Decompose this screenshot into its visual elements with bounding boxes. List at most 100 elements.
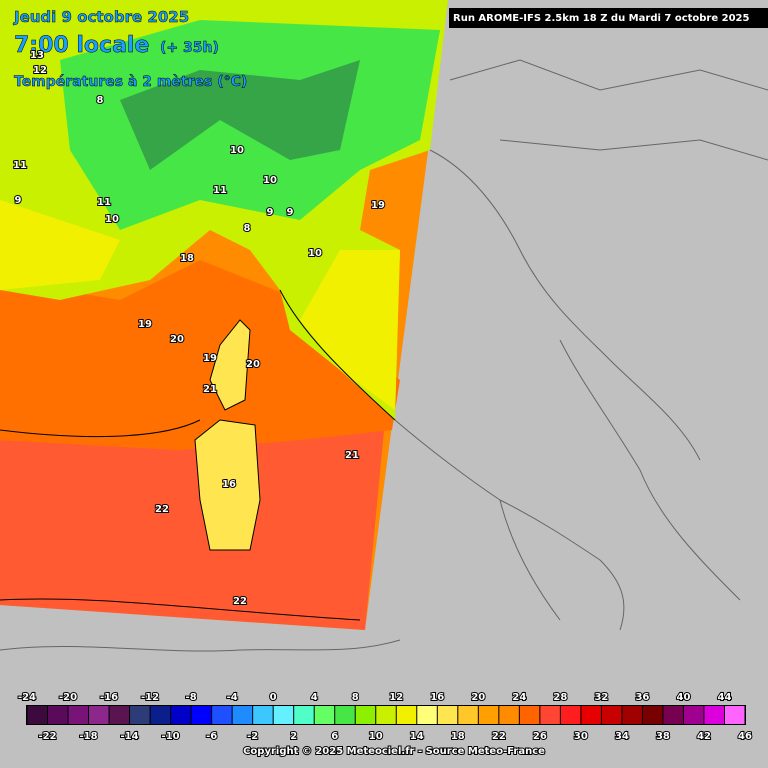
parameter: Températures à 2 mètres (°C) — [14, 74, 247, 90]
temperature-label: 22 — [233, 596, 247, 607]
legend-label: 26 — [533, 731, 547, 742]
temperature-label: 9 — [15, 195, 22, 206]
legend-swatch — [294, 706, 314, 724]
legend-swatch — [232, 706, 253, 724]
map-labels: 11 13 12 11 10 9 9 10 11 8 9 10 8 10 18 19 19 20 19 20 21 21 2… — [12, 49, 386, 608]
legend-label: 0 — [270, 692, 277, 703]
temperature-label: 20 — [246, 359, 260, 370]
lead: (+ 35h) — [160, 40, 219, 56]
legend-label: 40 — [676, 692, 690, 703]
temperature-label: 19 — [371, 200, 385, 211]
legend-label: 10 — [369, 731, 383, 742]
legend-label: -4 — [227, 692, 238, 703]
legend-swatch — [458, 706, 478, 724]
date: Jeudi 9 octobre 2025 — [13, 8, 189, 26]
legend-swatch — [273, 706, 294, 724]
temperature-label: 11 — [97, 197, 111, 208]
temperature-label: 19 — [138, 319, 152, 330]
legend-swatch — [663, 706, 683, 724]
legend-label: -2 — [247, 731, 258, 742]
legend-swatch — [642, 706, 663, 724]
run-banner — [449, 8, 768, 28]
base-map — [0, 59, 768, 652]
temperature-label: 8 — [244, 223, 251, 234]
temperature-label: 21 — [203, 384, 217, 395]
temperature-label: 10 — [263, 175, 277, 186]
legend: -24-22-20-18-16-14-12-10-8-6-4-202468101… — [17, 691, 753, 743]
legend-label: 32 — [594, 692, 608, 703]
corsica — [209, 319, 251, 411]
legend-swatch — [519, 706, 540, 724]
legend-swatch — [724, 706, 745, 724]
legend-label: 36 — [635, 692, 649, 703]
isotherm — [0, 289, 396, 621]
legend-label: -12 — [141, 692, 159, 703]
legend-swatch — [499, 706, 519, 724]
temperature-label: 21 — [345, 450, 359, 461]
legend-swatch — [560, 706, 581, 724]
legend-swatch — [191, 706, 212, 724]
time: 7:00 locale — [14, 33, 149, 58]
legend-swatch — [704, 706, 724, 724]
legend-label: 30 — [574, 731, 588, 742]
temperature-label: 16 — [222, 479, 236, 490]
temperature-label: 9 — [287, 207, 294, 218]
temperature-label: 9 — [267, 207, 274, 218]
legend-swatch — [437, 706, 458, 724]
legend-label: -10 — [162, 731, 180, 742]
legend-swatch — [417, 706, 437, 724]
temperature-label: 8 — [97, 95, 104, 106]
legend-label: 44 — [718, 692, 732, 703]
run-info: Run AROME-IFS 2.5km 18 Z du Mardi 7 octo… — [453, 13, 749, 24]
temperature-label: 19 — [203, 353, 217, 364]
sardinia — [194, 419, 261, 551]
legend-label: -20 — [59, 692, 77, 703]
legend-label: 14 — [410, 731, 424, 742]
legend-label: 8 — [352, 692, 359, 703]
legend-label: 18 — [451, 731, 465, 742]
temperature-label: 20 — [170, 334, 184, 345]
legend-label: -22 — [38, 731, 56, 742]
warm-sea — [0, 420, 385, 630]
temperature-label: 11 — [213, 185, 227, 196]
legend-swatch — [212, 706, 232, 724]
legend-swatch — [478, 706, 499, 724]
temperature-label: 10 — [230, 145, 244, 156]
legend-label: 34 — [615, 731, 629, 742]
legend-label: 38 — [656, 731, 670, 742]
legend-label: 42 — [697, 731, 711, 742]
legend-swatch — [601, 706, 622, 724]
legend-swatch — [171, 706, 191, 724]
alps-high — [120, 60, 360, 170]
legend-label: 12 — [389, 692, 403, 703]
legend-label: -14 — [121, 731, 139, 742]
legend-label: 28 — [553, 692, 567, 703]
copyright: Copyright © 2025 Meteociel.fr - Source M… — [243, 746, 545, 757]
legend-label: 6 — [331, 731, 338, 742]
legend-label: -18 — [80, 731, 98, 742]
legend-label: 22 — [492, 731, 506, 742]
legend-swatch — [68, 706, 89, 724]
legend-label: -8 — [186, 692, 197, 703]
italy-coast — [300, 250, 400, 410]
legend-label: 46 — [738, 731, 752, 742]
legend-label: 24 — [512, 692, 526, 703]
legend-swatch — [314, 706, 335, 724]
legend-label: -24 — [18, 692, 36, 703]
temperature-label: 11 — [13, 160, 27, 171]
temperature-label: 18 — [180, 253, 194, 264]
legend-swatch — [27, 706, 48, 724]
legend-swatch — [376, 706, 396, 724]
legend-swatch — [253, 706, 273, 724]
temperature-label: 22 — [155, 504, 169, 515]
legend-label: 16 — [430, 692, 444, 703]
legend-label: -16 — [100, 692, 118, 703]
legend-swatch — [396, 706, 417, 724]
legend-label: -6 — [206, 731, 217, 742]
legend-label: 20 — [471, 692, 485, 703]
legend-swatch — [130, 706, 150, 724]
legend-swatch — [683, 706, 704, 724]
legend-swatch — [335, 706, 355, 724]
legend-swatch — [89, 706, 109, 724]
